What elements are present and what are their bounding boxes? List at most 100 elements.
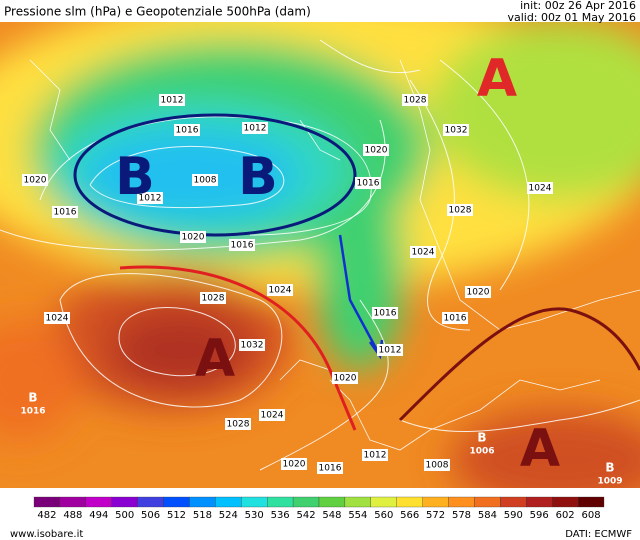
colorbar-swatch	[552, 496, 579, 508]
map-title: Pressione slm (hPa) e Geopotenziale 500h…	[4, 5, 311, 19]
colorbar-swatch	[163, 496, 190, 508]
pressure-center: B	[115, 147, 155, 207]
colorbar-label: 590	[504, 510, 523, 521]
colorbar-label: 566	[400, 510, 419, 521]
isobar-label-bg	[267, 284, 293, 296]
pressure-center: A	[195, 329, 235, 389]
isobar-label-bg	[44, 312, 70, 324]
colorbar-swatch	[422, 496, 449, 508]
isobar-label: 1016	[357, 179, 380, 189]
isobar-label: 1020	[182, 233, 205, 243]
isobar-label-bg	[200, 292, 226, 304]
isobar-label: 1024	[269, 286, 292, 296]
colorbar-swatch	[85, 496, 112, 508]
isobar-label-bg	[363, 144, 389, 156]
init-time: init: 00z 26 Apr 2016	[520, 0, 636, 12]
pressure-center: B	[238, 147, 278, 207]
isobar-label-bg	[192, 174, 218, 186]
isobar-label-bg	[372, 307, 398, 319]
isobar-label: 1028	[449, 206, 472, 216]
colorbar-label: 488	[63, 510, 82, 521]
isobar-label-bg	[229, 239, 255, 251]
isobar-label-bg	[424, 459, 450, 471]
isobar-label-bg	[443, 124, 469, 136]
isobar-label-bg	[332, 372, 358, 384]
colorbar-swatch	[448, 496, 475, 508]
colorbar-swatch	[137, 496, 164, 508]
low-center-pressure: 1009	[597, 477, 622, 487]
low-center-mark: B	[28, 391, 37, 405]
colorbar-swatch	[500, 496, 527, 508]
isobar-label-bg	[259, 409, 285, 421]
colorbar-swatch	[292, 496, 320, 508]
isobar-label: 1024	[412, 248, 435, 258]
colorbar-label: 560	[374, 510, 393, 521]
isobar-label: 1016	[231, 241, 254, 251]
isobar-label: 1020	[365, 146, 388, 156]
isobar-label-bg	[447, 204, 473, 216]
isobar-label-bg	[377, 344, 403, 356]
isobar-label: 1028	[404, 96, 427, 106]
low-center-pressure: 1006	[469, 447, 494, 457]
colorbar-label: 554	[348, 510, 367, 521]
isobar-label-bg	[22, 174, 48, 186]
colorbar-label: 506	[141, 510, 160, 521]
colorbar-swatch	[370, 496, 397, 508]
low-center-mark: B	[477, 431, 486, 445]
isobar-label-bg	[410, 246, 436, 258]
colorbar-label: 536	[271, 510, 290, 521]
low-center-pressure: 1016	[20, 407, 45, 417]
isobar-label: 1016	[176, 126, 199, 136]
colorbar-swatch	[344, 496, 371, 508]
isobar-label-bg	[442, 312, 468, 324]
isobar-label-bg	[52, 206, 78, 218]
colorbar-swatch	[526, 496, 553, 508]
isobar-label: 1016	[374, 309, 397, 319]
isobar-label: 1012	[379, 346, 402, 356]
isobar-label: 1020	[334, 374, 357, 384]
colorbar-swatch	[577, 496, 605, 508]
colorbar-label: 512	[167, 510, 186, 521]
isobar-label: 1032	[241, 341, 264, 351]
isobar-label-bg	[137, 192, 163, 204]
isobar-label-bg	[465, 286, 491, 298]
low-center-mark: B	[605, 461, 614, 475]
website: www.isobare.it	[10, 529, 83, 540]
colorbar-label: 542	[296, 510, 315, 521]
isobar-label: 1012	[161, 96, 184, 106]
pressure-center: A	[477, 49, 517, 109]
isobar-label: 1020	[24, 176, 47, 186]
colorbar-swatch	[33, 496, 61, 508]
colorbar-label: 602	[556, 510, 575, 521]
isobar-label-bg	[159, 94, 185, 106]
pressure-center: A	[520, 419, 560, 479]
isobar-label: 1008	[194, 176, 217, 186]
isobar-label: 1016	[444, 314, 467, 324]
isobar-label: 1020	[283, 460, 306, 470]
isobar-label: 1024	[529, 184, 552, 194]
colorbar-swatch	[59, 496, 86, 508]
isobar-label: 1028	[202, 294, 225, 304]
isobar-label: 1020	[467, 288, 490, 298]
isobar-label-bg	[402, 94, 428, 106]
isobar-label: 1012	[244, 124, 267, 134]
isobar-label: 1028	[227, 420, 250, 430]
isobar-label: 1012	[364, 451, 387, 461]
isobar-label: 1008	[426, 461, 449, 471]
colorbar-swatch	[396, 496, 423, 508]
isobar-label: 1032	[445, 126, 468, 136]
colorbar-swatch	[189, 496, 216, 508]
colorbar-swatch	[241, 496, 268, 508]
isobar-label-bg	[527, 182, 553, 194]
isobar-label-bg	[281, 458, 307, 470]
colorbar-swatch	[215, 496, 242, 508]
isobar-label: 1016	[319, 464, 342, 474]
colorbar-label: 530	[245, 510, 264, 521]
colorbar-label: 494	[89, 510, 108, 521]
isobar-label-bg	[180, 231, 206, 243]
colorbar-swatch	[474, 496, 501, 508]
map-field	[0, 22, 640, 488]
colorbar-swatch	[111, 496, 138, 508]
colorbar-label: 608	[581, 510, 600, 521]
